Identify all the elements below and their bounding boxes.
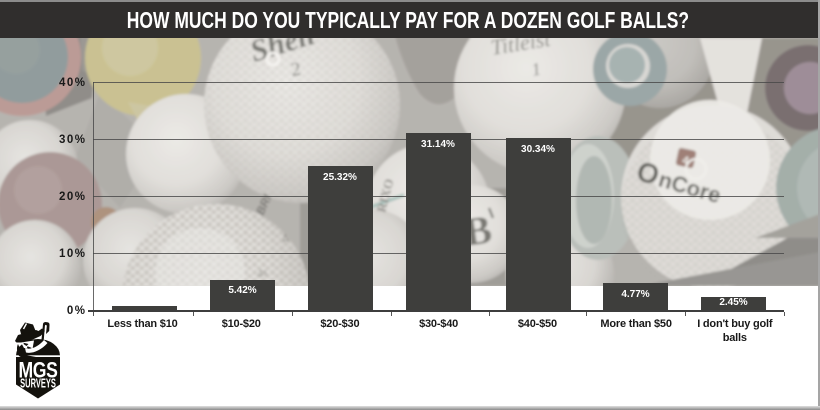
svg-text:MGS: MGS <box>19 359 58 383</box>
svg-text:2: 2 <box>290 59 302 81</box>
svg-text:4: 4 <box>681 154 690 167</box>
svg-text:SURVEYS: SURVEYS <box>20 378 56 391</box>
svg-text:4s: 4s <box>255 265 269 281</box>
svg-text:1: 1 <box>530 58 543 79</box>
